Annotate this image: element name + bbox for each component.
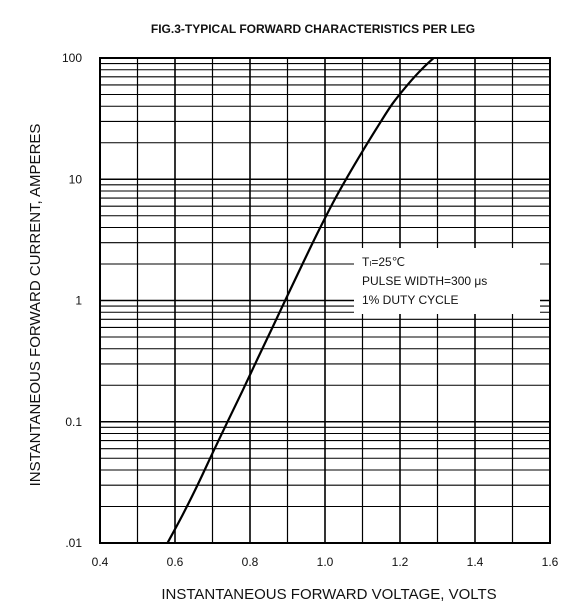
y-tick-label: .01 bbox=[65, 536, 82, 550]
x-tick-label: 1.0 bbox=[317, 555, 334, 569]
annotation-line: 1% DUTY CYCLE bbox=[362, 293, 458, 307]
forward-current-curve bbox=[166, 57, 435, 544]
y-axis-label: INSTANTANEOUS FORWARD CURRENT, AMPERES bbox=[27, 124, 44, 487]
chart-title: FIG.3-TYPICAL FORWARD CHARACTERISTICS PE… bbox=[151, 22, 475, 36]
annotation-line: PULSE WIDTH=300 μs bbox=[362, 274, 487, 288]
y-tick-label: 100 bbox=[62, 51, 82, 65]
x-tick-label: 0.6 bbox=[167, 555, 184, 569]
x-tick-labels: 0.4 0.6 0.8 1.0 1.2 1.4 1.6 bbox=[92, 555, 559, 569]
annotation-line: Tₗ=25℃ bbox=[362, 255, 405, 269]
x-tick-label: 0.8 bbox=[242, 555, 259, 569]
y-tick-label: 1 bbox=[75, 294, 82, 308]
y-tick-label: 0.1 bbox=[65, 415, 82, 429]
y-tick-label: 10 bbox=[69, 172, 83, 186]
x-axis-label: INSTANTANEOUS FORWARD VOLTAGE, VOLTS bbox=[161, 586, 496, 603]
x-tick-label: 1.6 bbox=[542, 555, 559, 569]
x-tick-label: 0.4 bbox=[92, 555, 109, 569]
x-tick-label: 1.4 bbox=[467, 555, 484, 569]
annotation-box bbox=[354, 248, 540, 314]
plot-frame bbox=[99, 57, 551, 544]
y-tick-labels: .01 0.1 1 10 100 bbox=[62, 51, 82, 550]
x-tick-label: 1.2 bbox=[392, 555, 409, 569]
annotation: Tₗ=25℃ PULSE WIDTH=300 μs 1% DUTY CYCLE bbox=[362, 255, 487, 307]
